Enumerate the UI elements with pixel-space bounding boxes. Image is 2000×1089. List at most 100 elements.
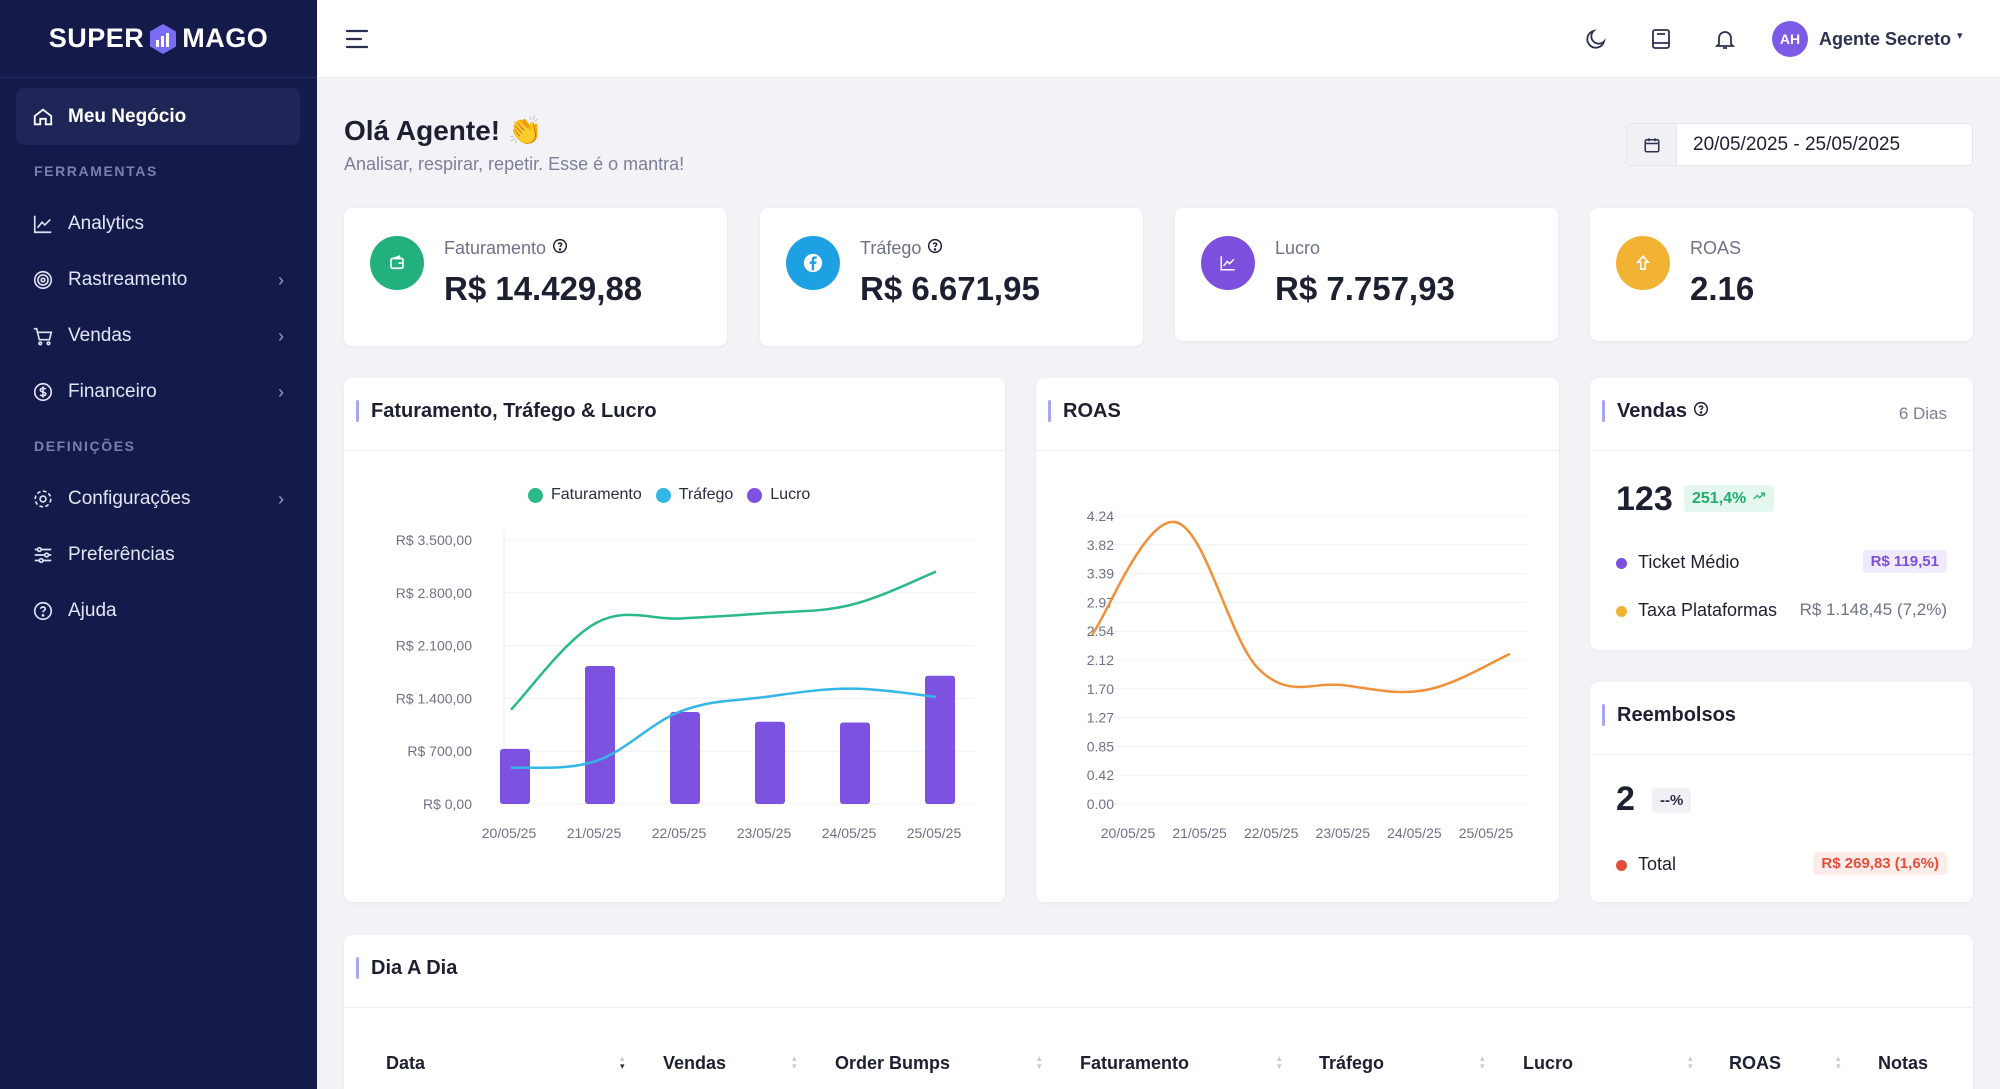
- menu-toggle-icon[interactable]: [345, 28, 369, 50]
- avatar[interactable]: AH: [1772, 21, 1808, 57]
- sort-icon[interactable]: ▴ ▾: [1836, 1053, 1841, 1071]
- column-header-roas[interactable]: ROAS: [1729, 1053, 1782, 1073]
- trending-up-icon: [1752, 489, 1766, 508]
- x-tick-label: 21/05/25: [567, 825, 622, 841]
- sort-icon[interactable]: ▴ ▾: [1480, 1053, 1485, 1071]
- chevron-right-icon: ›: [278, 381, 284, 402]
- home-icon: [32, 106, 54, 128]
- legend-dot: [747, 487, 763, 503]
- ticket-value: R$ 119,51: [1862, 550, 1947, 573]
- arrow-up-icon: [1616, 236, 1670, 290]
- sliders-icon: [32, 544, 54, 566]
- growth-badge: 251,4%: [1684, 485, 1775, 512]
- y-tick-label: 0.42: [1087, 767, 1114, 783]
- sidebar-item-label: Rastreamento: [68, 269, 188, 290]
- sidebar-item-financeiro[interactable]: Financeiro ›: [32, 372, 284, 412]
- chevron-right-icon: ›: [278, 325, 284, 346]
- chart-line-icon: [32, 213, 54, 235]
- roas-chart-svg: 4.243.823.392.972.542.121.701.270.850.42…: [1087, 508, 1526, 841]
- cart-icon: [32, 325, 54, 347]
- column-header-notas[interactable]: Notas: [1878, 1053, 1929, 1073]
- legend-dot: [655, 487, 671, 503]
- date-range-value[interactable]: 20/05/2025 - 25/05/2025: [1693, 133, 1901, 155]
- total-label: Total: [1638, 854, 1677, 874]
- sidebar-item-ajuda[interactable]: Ajuda: [32, 591, 284, 631]
- legend-label: Tráfego: [678, 486, 734, 503]
- legend-label: Lucro: [770, 486, 811, 503]
- stat-label: ROAS: [1690, 238, 1742, 258]
- stat-value: R$ 7.757,93: [1275, 270, 1455, 307]
- chevron-down-icon[interactable]: ▾: [1957, 30, 1963, 42]
- chart-card-faturamento-trafego-lucro: Faturamento, Tráfego & Lucro Faturamento…: [344, 378, 1005, 902]
- sidebar-item-preferencias[interactable]: Preferências: [32, 535, 284, 575]
- column-header-lucro[interactable]: Lucro: [1523, 1053, 1574, 1073]
- page-title: Olá Agente! 👏: [344, 115, 543, 146]
- bar-lucro: [755, 721, 785, 804]
- sort-icon[interactable]: ▴ ▾: [1037, 1053, 1042, 1071]
- y-tick-label: 4.24: [1087, 508, 1114, 524]
- dia-a-dia-card: Dia A Dia: [344, 935, 1973, 1089]
- y-tick-label: 1.70: [1087, 681, 1114, 697]
- divider: [1036, 450, 1559, 451]
- sidebar-item-label: Meu Negócio: [68, 105, 187, 127]
- column-header-order-bumps[interactable]: Order Bumps: [835, 1053, 951, 1073]
- legend-item-trafego[interactable]: Tráfego: [655, 486, 734, 504]
- card-title: ROAS: [1048, 400, 1121, 422]
- title-accent: [1602, 704, 1605, 726]
- card-title-text: ROAS: [1063, 399, 1121, 422]
- x-tick-label: 25/05/25: [1459, 825, 1514, 841]
- vendas-period: 6 Dias: [1898, 404, 1947, 423]
- legend-label: Faturamento: [551, 486, 642, 503]
- stat-label: Tráfego: [860, 238, 922, 258]
- column-header-data[interactable]: Data: [386, 1053, 426, 1073]
- sidebar-item-rastreamento[interactable]: Rastreamento ›: [32, 260, 284, 300]
- book-icon[interactable]: [1647, 25, 1675, 53]
- brand-hexagon-icon: [150, 23, 177, 54]
- sidebar-item-vendas[interactable]: Vendas ›: [32, 316, 284, 356]
- calendar-icon[interactable]: [1627, 124, 1677, 165]
- help-icon[interactable]: [552, 238, 568, 259]
- date-range-picker[interactable]: 20/05/2025 - 25/05/2025: [1626, 123, 1973, 166]
- card-title-text: Reembolsos: [1617, 703, 1736, 726]
- x-tick-label: 23/05/25: [737, 825, 792, 841]
- notification-bell-icon[interactable]: [1711, 25, 1739, 53]
- sidebar-item-analytics[interactable]: Analytics: [32, 204, 284, 244]
- column-header-trafego[interactable]: Tráfego: [1319, 1053, 1385, 1073]
- taxa-value: R$ 1.148,45 (7,2%): [1799, 600, 1947, 619]
- sort-desc-icon[interactable]: ▴ ▾: [620, 1053, 625, 1071]
- reembolsos-card: Reembolsos 2 --% Total R$ 269,83 (1,6%): [1590, 682, 1973, 902]
- card-title-text: Dia A Dia: [371, 956, 458, 979]
- brand-logo[interactable]: SUPER MAGO: [0, 0, 317, 78]
- sort-icon[interactable]: ▴ ▾: [1277, 1053, 1282, 1071]
- x-tick-label: 24/05/25: [1387, 825, 1442, 841]
- legend-item-faturamento[interactable]: Faturamento: [528, 486, 642, 504]
- sort-icon[interactable]: ▴ ▾: [1688, 1053, 1693, 1071]
- y-tick-label: 0.85: [1087, 738, 1114, 754]
- divider: [344, 1007, 1973, 1008]
- bar-lucro: [670, 711, 700, 804]
- y-tick-label: 1.27: [1087, 710, 1114, 726]
- line-trafego: [510, 687, 937, 770]
- y-tick-label: R$ 2.100,00: [396, 638, 472, 654]
- y-tick-label: 3.82: [1087, 537, 1114, 553]
- reembolsos-pct-badge: --%: [1652, 788, 1692, 813]
- chevron-right-icon: ›: [278, 488, 284, 509]
- trend-icon: [1201, 236, 1255, 290]
- x-tick-label: 20/05/25: [482, 825, 537, 841]
- help-icon[interactable]: [927, 238, 943, 259]
- dark-mode-moon-icon[interactable]: [1582, 25, 1610, 53]
- sidebar-item-configuracoes[interactable]: Configurações ›: [32, 479, 284, 519]
- user-name[interactable]: Agente Secreto: [1819, 29, 1952, 49]
- page-subtitle: Analisar, respirar, repetir. Esse é o ma…: [344, 154, 685, 174]
- column-header-vendas[interactable]: Vendas: [663, 1053, 727, 1073]
- sidebar-item-meu-negocio[interactable]: Meu Negócio: [16, 88, 300, 145]
- column-header-faturamento[interactable]: Faturamento: [1080, 1053, 1190, 1073]
- help-icon[interactable]: [1693, 400, 1709, 423]
- sidebar-item-label: Configurações: [68, 488, 191, 509]
- stat-label-wrap: Tráfego: [860, 238, 943, 259]
- stat-label-wrap: Faturamento: [444, 238, 568, 259]
- legend-item-lucro[interactable]: Lucro: [747, 486, 810, 504]
- sort-icon[interactable]: ▴ ▾: [792, 1053, 797, 1071]
- section-ferramentas: FERRAMENTAS: [34, 163, 158, 179]
- help-circle-icon: [32, 600, 54, 622]
